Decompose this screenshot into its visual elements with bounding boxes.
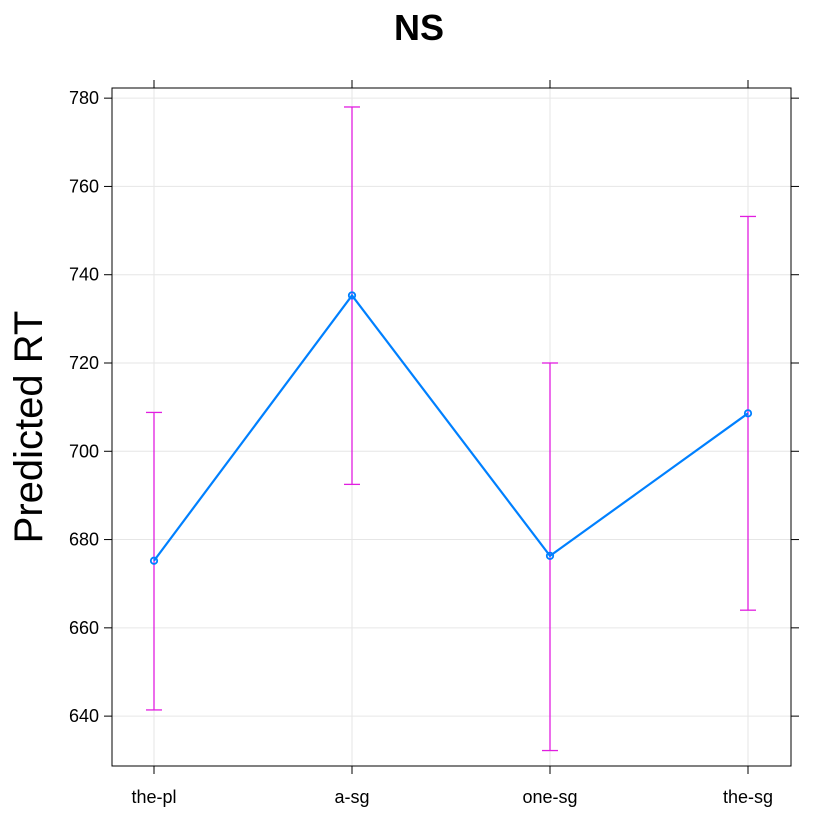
plot-frame — [111, 87, 792, 767]
error-bars — [146, 106, 756, 752]
y-tick-label: 660 — [69, 618, 99, 638]
y-tick-label: 700 — [69, 441, 99, 461]
x-tick-label: a-sg — [334, 787, 369, 807]
data-point — [347, 291, 357, 300]
x-tick-label: one-sg — [522, 787, 577, 807]
y-axis-label: Predicted RT — [7, 311, 51, 544]
y-tick-label: 740 — [69, 265, 99, 285]
axis-ticks: the-pl a-sg one-sg the-sg 640 660 680 700 720 740… — [69, 80, 799, 807]
data-point — [743, 409, 753, 418]
y-tick-label: 680 — [69, 530, 99, 550]
x-tick-label: the-pl — [131, 787, 176, 807]
chart-title: NS — [394, 7, 444, 48]
x-tick-label: the-sg — [723, 787, 773, 807]
data-point — [545, 551, 555, 560]
data-points — [149, 291, 753, 565]
series-line-group — [153, 293, 749, 562]
y-tick-label: 720 — [69, 353, 99, 373]
series-line — [153, 293, 749, 562]
y-tick-label: 640 — [69, 706, 99, 726]
y-tick-label: 780 — [69, 88, 99, 108]
y-tick-label: 760 — [69, 176, 99, 196]
data-point — [149, 556, 159, 565]
